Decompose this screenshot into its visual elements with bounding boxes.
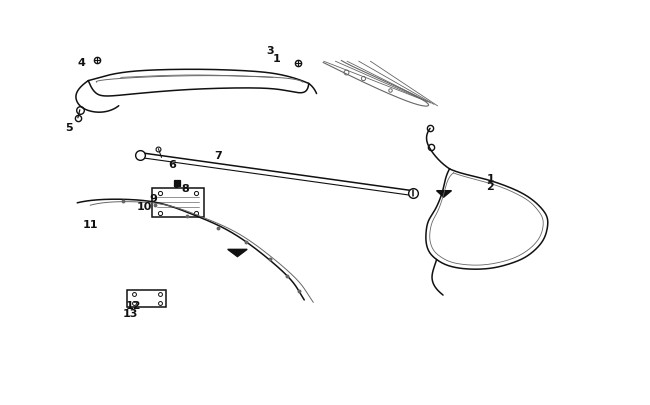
Text: 8: 8 [181, 183, 189, 193]
Text: 1: 1 [486, 173, 494, 183]
Text: 4: 4 [78, 58, 86, 68]
Text: 9: 9 [150, 194, 157, 203]
Polygon shape [437, 191, 452, 198]
Text: 13: 13 [123, 309, 138, 318]
Text: 2: 2 [486, 181, 494, 191]
Text: 3: 3 [266, 46, 274, 56]
Text: 1: 1 [272, 54, 280, 64]
Text: 5: 5 [65, 123, 73, 133]
Bar [127, 290, 166, 307]
Text: 10: 10 [137, 202, 152, 211]
Text: 12: 12 [126, 301, 142, 310]
Text: 7: 7 [214, 151, 222, 161]
Text: 6: 6 [168, 159, 177, 169]
Polygon shape [227, 250, 247, 257]
Text: 11: 11 [83, 220, 98, 230]
